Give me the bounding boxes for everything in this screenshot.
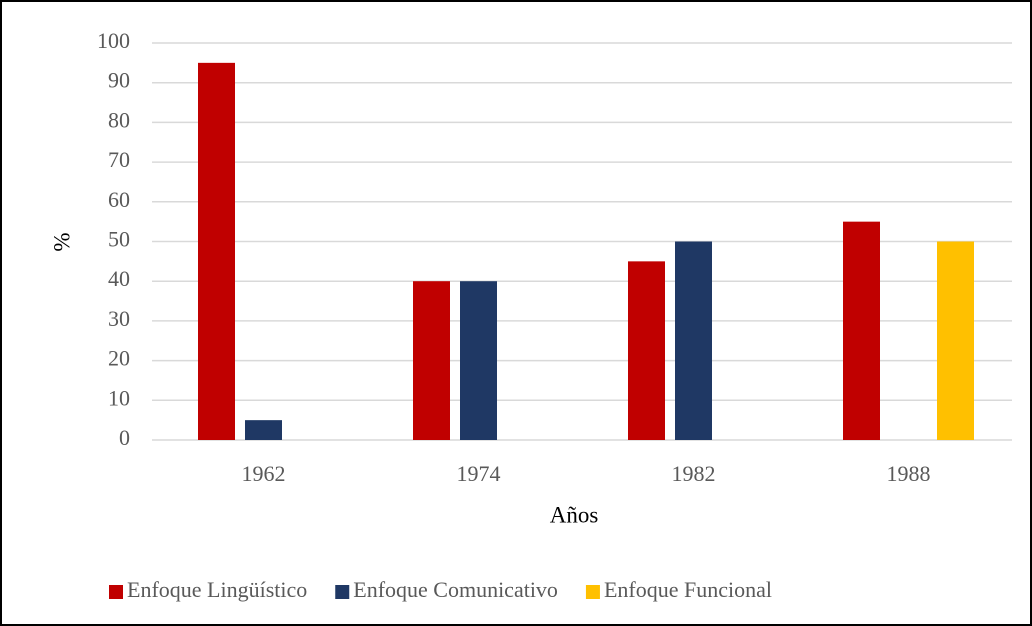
bar xyxy=(245,420,282,440)
bar xyxy=(628,261,665,440)
bar xyxy=(675,241,712,440)
x-tick-label: 1982 xyxy=(672,461,716,486)
y-tick-label: 50 xyxy=(108,227,130,252)
y-tick-label: 0 xyxy=(119,425,130,450)
x-axis-title: Años xyxy=(550,502,599,527)
y-tick-label: 20 xyxy=(108,346,130,371)
legend-label: Enfoque Comunicativo xyxy=(353,577,558,602)
x-tick-label: 1974 xyxy=(457,461,501,486)
x-tick-label: 1962 xyxy=(242,461,286,486)
y-axis-title: % xyxy=(49,232,74,251)
bar xyxy=(413,281,450,440)
bar xyxy=(460,281,497,440)
legend-swatch xyxy=(335,585,350,599)
legend-label: Enfoque Lingüístico xyxy=(127,577,307,602)
y-tick-label: 30 xyxy=(108,306,130,331)
bar xyxy=(843,221,880,440)
y-tick-label: 80 xyxy=(108,107,130,132)
y-tick-label: 40 xyxy=(108,266,130,291)
y-tick-label: 90 xyxy=(108,68,130,93)
bar xyxy=(198,62,235,440)
legend-swatch xyxy=(585,585,600,599)
x-tick-label: 1988 xyxy=(887,461,931,486)
legend-label: Enfoque Funcional xyxy=(604,577,772,602)
y-tick-label: 100 xyxy=(97,28,130,53)
legend-swatch xyxy=(109,585,123,599)
y-tick-label: 70 xyxy=(108,147,130,172)
y-tick-label: 60 xyxy=(108,187,130,212)
y-tick-label: 10 xyxy=(108,385,130,410)
bar xyxy=(937,241,974,440)
